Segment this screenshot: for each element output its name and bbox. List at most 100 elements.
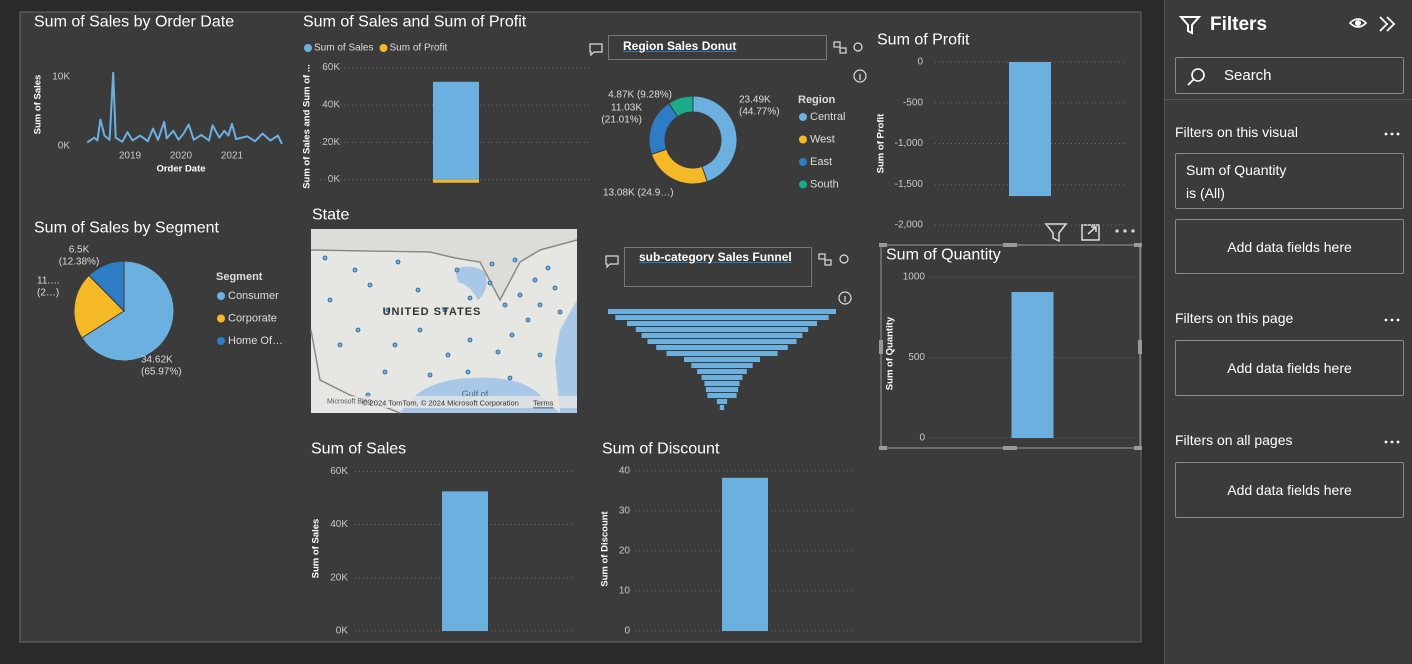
drop-zone[interactable]: Add data fields here: [1175, 462, 1404, 518]
section-title: Filters on this visual: [1175, 124, 1298, 140]
section-title: Filters on this page: [1175, 310, 1294, 326]
funnel-bar: [627, 321, 817, 326]
filters-pane: Filters Search Filters on this visual Su…: [1164, 0, 1412, 664]
map-terms: Terms: [533, 399, 554, 408]
funnel-bar: [615, 315, 829, 320]
y-tick-label: 0K: [58, 141, 71, 152]
y-tick-label: 40: [619, 466, 631, 477]
chart-title: Sum of Sales and Sum of Profit: [303, 14, 527, 31]
map-point: [367, 282, 373, 288]
divider: [1165, 99, 1412, 100]
map-point: [525, 317, 531, 323]
map-point: [512, 257, 518, 263]
chart-title: State: [312, 207, 349, 224]
bar: [722, 477, 768, 631]
section-more[interactable]: [1383, 438, 1403, 446]
pane-title: Filters: [1210, 14, 1268, 35]
legend-marker: [799, 113, 807, 121]
x-tick-label: 2021: [221, 151, 244, 162]
chart-title: Sum of Sales: [311, 441, 406, 458]
chart-title: Sum of Profit: [877, 32, 970, 49]
legend-marker: [379, 44, 388, 52]
search-box[interactable]: Search: [1175, 57, 1404, 94]
data-label: (12.38%): [59, 257, 100, 268]
map-point: [495, 349, 501, 355]
legend-title: Segment: [216, 271, 263, 283]
slice: [88, 260, 125, 313]
funnel-bar: [691, 363, 753, 368]
map-point: [442, 307, 448, 313]
legend-label: Corporate: [228, 313, 277, 325]
filter-card[interactable]: Sum of Quantity is (All): [1175, 153, 1404, 209]
map-point: [507, 375, 513, 381]
funnel-title-box[interactable]: sub-category Sales Funnel: [624, 247, 812, 287]
y-tick-label: -1,000: [895, 138, 924, 149]
funnel-bar: [705, 387, 739, 392]
map-brand: Microsoft Bing: [327, 399, 371, 406]
resize-handles: [879, 243, 1142, 450]
x-axis-title: Order Date: [156, 164, 205, 175]
legend-marker: [217, 292, 225, 300]
map-point: [502, 302, 508, 308]
y-axis-title: Sum of Discount: [600, 510, 611, 586]
drop-zone[interactable]: Add data fields here: [1175, 340, 1404, 396]
y-tick-label: 40K: [330, 519, 348, 530]
drop-zone[interactable]: Add data fields here: [1175, 219, 1404, 274]
map-point: [415, 287, 421, 293]
info-icons[interactable]: [838, 69, 867, 305]
y-tick-label: -2,000: [895, 220, 924, 231]
chart-title: Sum of Discount: [602, 441, 720, 458]
search-icon: [1187, 68, 1205, 86]
legend-marker: [799, 180, 807, 189]
funnel-bar: [666, 351, 778, 356]
y-tick-label: -500: [903, 97, 923, 108]
map-label: Gulf of: [462, 389, 489, 399]
funnel-bar: [608, 309, 836, 314]
map-point: [427, 372, 433, 378]
report-canvas: Sum of Sales by Order Date 0K 10K Sum of Sa…: [19, 11, 1142, 643]
map-point: [445, 352, 451, 358]
funnel-bar: [684, 357, 760, 362]
map-point: [557, 309, 563, 315]
data-label: 6.5K: [69, 245, 90, 256]
map-point: [467, 337, 473, 343]
map-point: [417, 327, 423, 333]
legend-marker: [304, 44, 312, 52]
visual-header-icons[interactable]: [1044, 223, 1100, 243]
bar: [433, 81, 479, 180]
filter-icon: [1179, 16, 1201, 35]
map-canada: [311, 229, 577, 300]
more-options[interactable]: [1115, 229, 1135, 233]
pane-controls[interactable]: [1347, 14, 1397, 36]
chart-title: Sum of Sales by Segment: [34, 220, 220, 237]
slice: [73, 274, 125, 339]
map-point: [355, 327, 361, 333]
comment-icons[interactable]: [589, 41, 863, 269]
data-label: 4.87K (9.28%): [608, 90, 672, 101]
section-more[interactable]: [1383, 316, 1403, 324]
legend-label: Sum of Profit: [389, 43, 447, 54]
y-tick-label: 60K: [330, 466, 348, 477]
section-more[interactable]: [1383, 130, 1403, 138]
map-attribution-bg: [311, 396, 577, 408]
donut-title-box[interactable]: Region Sales Donut: [608, 35, 827, 60]
x-tick-label: 2020: [170, 151, 193, 162]
map-point: [465, 369, 471, 375]
chart-title: Sum of Sales by Order Date: [34, 14, 234, 31]
y-tick-label: 0: [917, 57, 923, 68]
y-tick-label: 0: [624, 626, 630, 637]
y-tick-label: 0: [919, 433, 925, 444]
legend-marker: [217, 314, 225, 323]
y-axis-title: Sum of Sales: [311, 519, 322, 579]
bar: [1009, 62, 1051, 197]
x-tick-label: 2019: [119, 151, 142, 162]
funnel-bar: [656, 345, 788, 350]
map-point: [552, 285, 558, 291]
y-axis-title: Sum of Sales and Sum of ...: [302, 64, 313, 189]
legend-marker: [799, 135, 807, 144]
map-point: [395, 259, 401, 265]
map-point: [532, 277, 538, 283]
legend-label: Sum of Sales: [314, 43, 373, 54]
map-image: [310, 229, 578, 414]
map-point: [537, 352, 543, 358]
